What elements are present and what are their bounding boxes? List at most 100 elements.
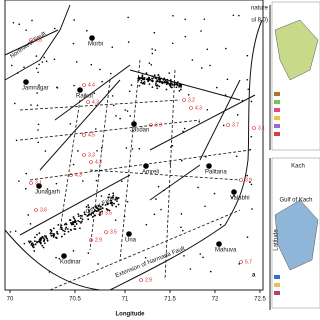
event-marker [29, 38, 33, 42]
epicentre [27, 42, 30, 45]
epicentre [204, 205, 206, 208]
epicentre [72, 223, 75, 226]
epicentre [115, 196, 118, 199]
epicentre [31, 245, 34, 248]
epicentre [171, 145, 174, 147]
epicentre [38, 63, 40, 66]
event-marker [139, 278, 143, 282]
epicentre [96, 207, 99, 210]
epicentre [60, 228, 63, 231]
epicentre [199, 253, 202, 255]
epicentre [45, 235, 47, 238]
epicentre [201, 67, 203, 69]
epicentre [24, 187, 27, 190]
epicentre [35, 55, 38, 57]
epicentre [247, 88, 250, 91]
epicentre [111, 95, 114, 97]
epicentre [60, 224, 63, 227]
epicentre [50, 229, 53, 232]
epicentre [88, 213, 91, 216]
epicentre [100, 205, 102, 208]
epicentre [63, 233, 66, 236]
epicentre [77, 213, 80, 216]
epicentre [189, 268, 192, 270]
epicentre [137, 79, 140, 82]
epicentre [206, 48, 209, 51]
epicentre [104, 204, 107, 206]
epicentre [40, 237, 43, 240]
epicentre [70, 229, 73, 232]
epicentre [79, 227, 81, 230]
epicentre [110, 196, 113, 199]
epicentre [119, 117, 121, 120]
epicentre [41, 235, 44, 238]
epicentre [107, 202, 110, 205]
epicentre [171, 83, 174, 86]
epicentre [72, 163, 75, 166]
epicentre [209, 270, 212, 273]
epicentre [225, 47, 227, 50]
epicentre [238, 14, 240, 17]
event-marker [239, 260, 243, 264]
swatch [274, 124, 280, 128]
event-marker [226, 123, 230, 127]
epicentre [151, 75, 154, 78]
epicentre [246, 54, 249, 57]
epicentre [112, 104, 115, 107]
inferred-fault [19, 59, 251, 291]
epicentre [191, 59, 194, 61]
epicentre [158, 85, 161, 88]
epicentre [197, 186, 199, 189]
epicentre [111, 201, 114, 204]
epicentre [163, 189, 165, 192]
epicentre [79, 217, 82, 219]
epicentre [173, 84, 176, 86]
epicentre [80, 221, 82, 224]
epicentre [112, 192, 115, 195]
epicentre [180, 213, 183, 215]
event-marker [189, 106, 193, 110]
epicentre [79, 214, 82, 217]
swatch [274, 291, 280, 295]
epicentre [88, 209, 90, 212]
epicentre [72, 42, 75, 45]
epicentre [94, 128, 97, 130]
city-label: Una [125, 238, 137, 244]
epicentre [111, 46, 114, 48]
epicentre [67, 230, 70, 233]
epicentre [162, 78, 165, 81]
epicentre [44, 150, 47, 152]
epicentre [165, 88, 168, 91]
epicentre [176, 83, 178, 85]
epicentre [84, 213, 87, 216]
epicentre [165, 83, 168, 86]
epicentre [222, 124, 225, 127]
epicentre [95, 179, 98, 182]
epicentre [9, 231, 12, 233]
epicentre [73, 227, 76, 230]
epicentre [140, 81, 143, 84]
event-marker [252, 126, 256, 130]
epicentre [73, 225, 76, 228]
epicentre [164, 81, 167, 84]
epicentre [155, 198, 157, 200]
epicentre [249, 181, 251, 184]
epicentre [12, 21, 15, 24]
epicentre [95, 210, 98, 213]
epicentre [53, 233, 55, 235]
epicentre [138, 147, 141, 150]
epicentre [109, 201, 112, 204]
epicentre [164, 79, 167, 82]
epicentre [45, 236, 48, 239]
epicentre [38, 84, 40, 86]
epicentre [163, 77, 166, 80]
legend-fragment: nature [251, 6, 269, 12]
epicentre [107, 196, 109, 199]
epicentre [57, 224, 60, 226]
epicentre [160, 208, 162, 211]
epicentre [183, 254, 185, 257]
epicentre [153, 74, 156, 77]
epicentre [111, 204, 114, 207]
epicentre [250, 135, 253, 138]
